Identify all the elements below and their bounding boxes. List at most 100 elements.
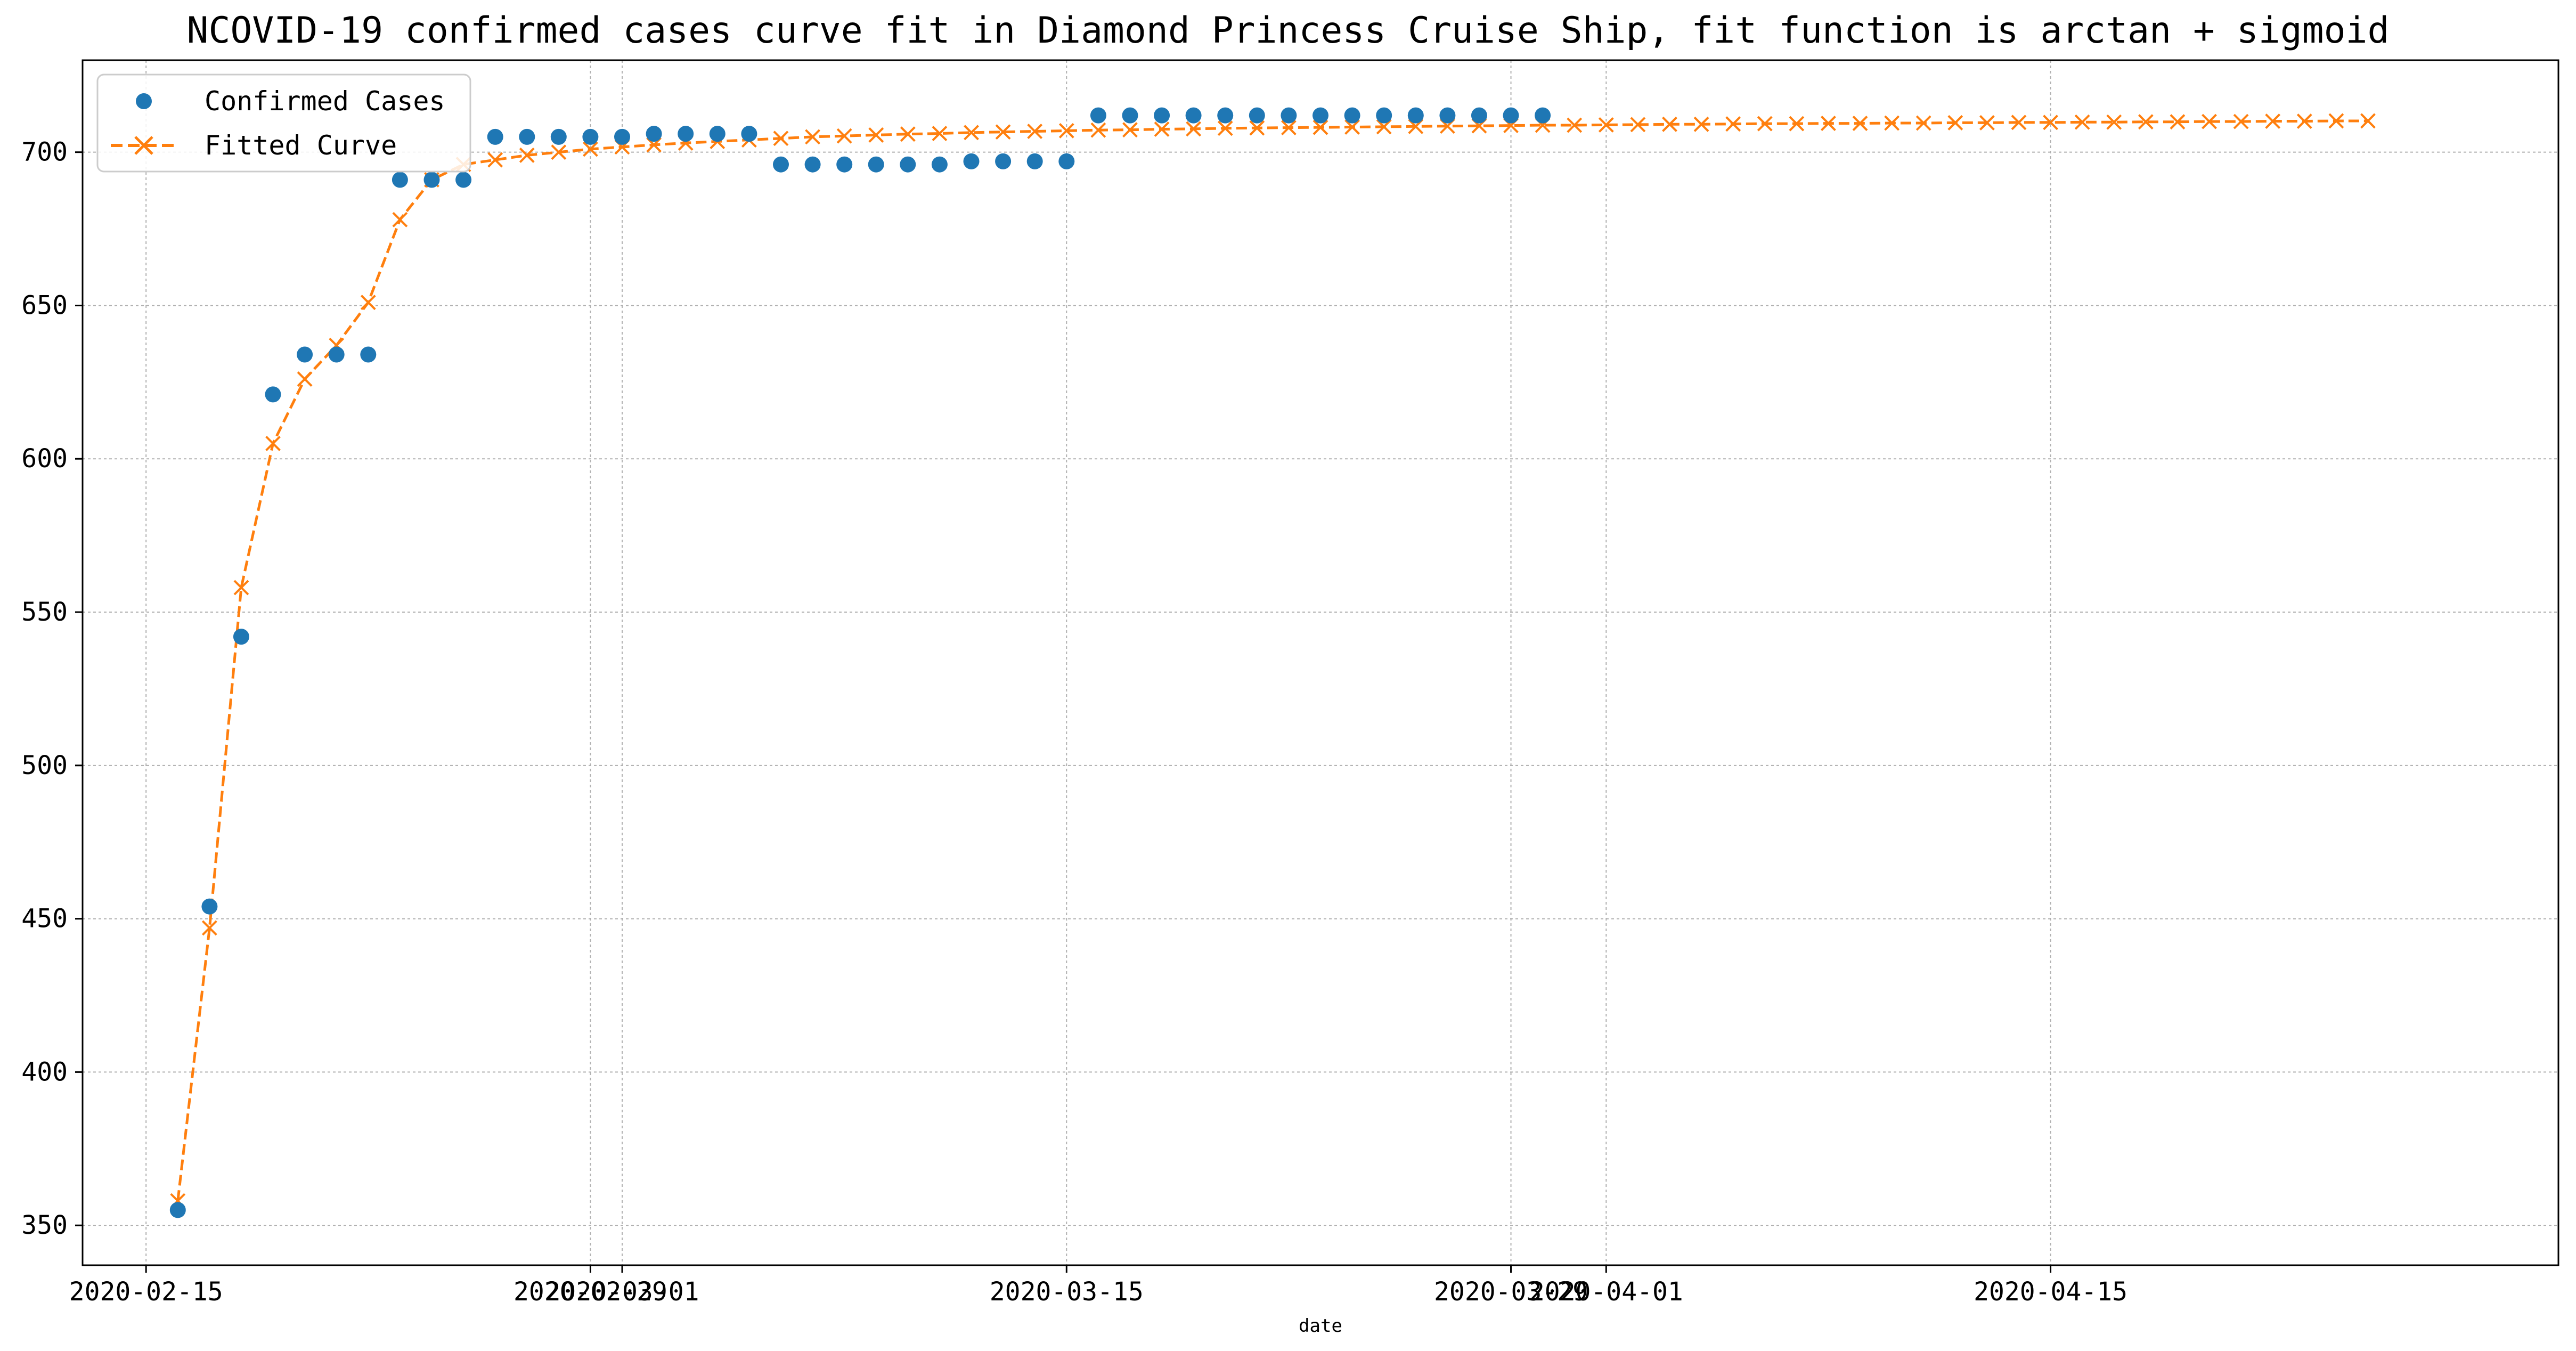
fitted-curve-point [2106,114,2122,130]
fitted-curve-point [773,131,789,147]
fitted-curve-point [1725,116,1741,132]
fitted-curve-point [360,295,376,311]
y-tick-label: 550 [21,597,68,627]
fitted-curve-point [1058,123,1074,139]
confirmed-case-point [1503,107,1519,124]
fitted-curve-point [1344,119,1360,135]
legend-label-fitted-curve: Fitted Curve [205,130,397,161]
confirmed-case-point [773,156,789,173]
chart-title: NCOVID-19 confirmed cases curve fit in D… [187,10,2390,52]
confirmed-case-point [582,128,599,145]
legend-marker-confirmed-cases [136,93,152,109]
fitted-curve-point [1217,120,1233,136]
confirmed-case-point [1471,107,1487,124]
fitted-curve-point [1090,122,1106,138]
confirmed-case-point [487,128,503,145]
confirmed-case-point [1154,107,1170,124]
confirmed-case-point [804,156,821,173]
fitted-curve-point [392,211,408,227]
confirmed-case-point [1281,107,1297,124]
fitted-curve-point [2265,113,2281,129]
confirmed-case-point [1058,153,1075,169]
confirmed-case-point [1313,107,1328,124]
fitted-curve-point [1947,115,1963,131]
x-tick-label: 2020-03-15 [990,1277,1144,1307]
x-tick-label: 2020-04-15 [1974,1277,2127,1307]
legend-label-confirmed-cases: Confirmed Cases [205,86,445,117]
confirmed-case-point [1376,107,1392,124]
fitted-curve-point [1821,116,1836,131]
confirmed-case-point [265,386,281,403]
y-tick-label: 350 [21,1210,68,1240]
plot-area [81,59,2559,1266]
confirmed-case-point [519,128,535,145]
confirmed-case-point [614,128,630,145]
x-tick-label: 2020-03-01 [545,1277,699,1307]
fitted-curve-point [1693,116,1709,132]
legend: Confirmed Cases Fitted Curve [96,74,471,173]
fitted-curve-point [1313,119,1328,135]
fitted-curve-point [932,126,948,141]
confirmed-case-point [836,156,853,173]
fitted-curve-point [868,127,884,143]
confirmed-case-point [1439,107,1456,124]
fitted-curve-point [1915,115,1931,131]
fitted-curve-point [1249,120,1265,136]
confirmed-case-point [455,172,472,188]
confirmed-case-point [1249,107,1265,124]
fitted-curve-point [2328,113,2344,129]
fitted-curve-point [805,129,820,145]
y-tick-label: 500 [21,751,68,780]
x-tick-label: 2020-02-15 [69,1277,223,1307]
confirmed-case-point [423,172,440,188]
fitted-curve-point [2296,113,2312,129]
x-tick-label: 2020-03-29 [1434,1277,1588,1307]
y-tick-label: 600 [21,444,68,474]
fitted-curve-point [1598,117,1614,133]
fitted-curve-point [2074,114,2090,130]
fitted-curve-point [900,126,916,142]
fitted-curve-point [2360,113,2376,129]
confirmed-case-point [646,126,662,142]
fitted-curve-point [487,152,503,168]
x-tick-label: 2020-04-01 [1529,1277,1683,1307]
confirmed-case-point [678,126,694,142]
fitted-curve-point [519,148,535,163]
fitted-curve-point [1376,119,1392,135]
confirmed-case-point [995,153,1012,169]
confirmed-case-point [1217,107,1234,124]
confirmed-cases-series [169,107,1551,1218]
fitted-curve-point [297,371,313,387]
fitted-curve-point [2202,113,2217,129]
confirmed-case-point [1407,107,1424,124]
y-tick-label: 650 [21,290,68,320]
fitted-curve-point [1884,115,1900,131]
confirmed-case-point [1535,107,1551,124]
fitted-curve-point [1567,117,1583,133]
x-tick-label: 2020-02-29 [513,1277,667,1307]
fitted-curve-point [1186,121,1202,137]
fitted-curve-point [964,125,979,141]
confirmed-case-point [741,126,757,142]
fitted-curve-point [1122,122,1138,138]
fitted-curve-point [836,128,852,144]
confirmed-case-point [233,629,249,645]
fitted-curve-point [2043,115,2058,131]
fitted-curve-point [1852,116,1868,131]
confirmed-case-point [360,346,377,363]
fitted-curve-point [1154,121,1170,137]
fitted-curve-point [1757,116,1773,132]
fitted-curve-point [1630,117,1646,133]
y-tick-label: 450 [21,904,68,934]
confirmed-case-point [201,898,218,915]
confirmed-case-point [1122,107,1138,124]
confirmed-case-point [868,156,884,173]
legend-box [96,74,471,173]
fitted-curve-series [170,113,2376,1209]
confirmed-case-point [328,346,345,363]
y-tick-label: 700 [21,137,68,167]
confirmed-case-point [1185,107,1202,124]
fitted-curve-point [551,144,567,160]
fitted-curve-point [1027,124,1043,139]
fitted-curve-point [2011,115,2027,131]
